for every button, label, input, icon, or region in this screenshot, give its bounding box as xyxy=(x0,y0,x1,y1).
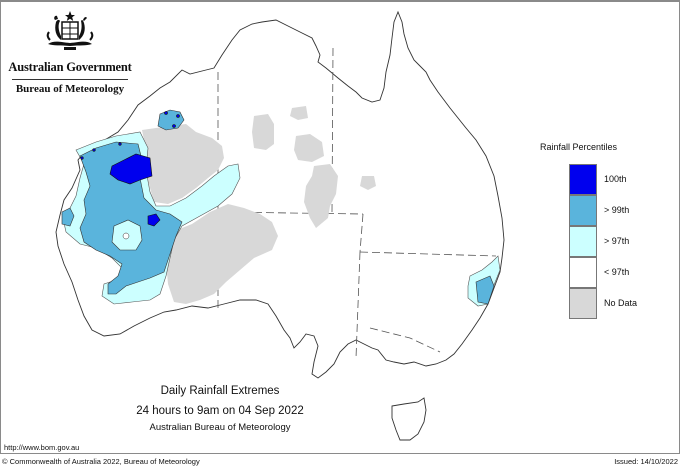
legend-label-97th: > 97th xyxy=(604,236,630,246)
nsw-vic-border xyxy=(369,327,441,353)
bom-website-link[interactable]: http://www.bom.gov.au xyxy=(4,443,80,452)
map-period: 24 hours to 9am on 04 Sep 2022 xyxy=(136,405,304,417)
legend-label-100th: 100th xyxy=(604,174,627,184)
legend-swatch-below-97th xyxy=(569,257,597,288)
legend-label-99th: > 99th xyxy=(604,205,630,215)
percentile-99-regions xyxy=(61,109,495,305)
qld-nsw-border xyxy=(359,251,497,257)
legend-swatch-no-data xyxy=(569,288,597,319)
sa-vic-nsw-border xyxy=(355,251,361,359)
copyright-notice: © Commonwealth of Australia 2022, Bureau… xyxy=(2,457,200,466)
map-title: Daily Rainfall Extremes xyxy=(160,385,280,397)
legend-swatch-99th xyxy=(569,195,597,226)
coat-of-arms-icon xyxy=(46,11,94,50)
mainland-coastline xyxy=(55,10,505,379)
legend-label-below-97th: < 97th xyxy=(604,267,630,277)
bureau-title: Bureau of Meteorology xyxy=(15,83,125,95)
government-title: Australian Government xyxy=(8,60,132,74)
legend-title: Rainfall Percentiles xyxy=(540,142,618,152)
issued-date: Issued: 14/10/2022 xyxy=(614,457,678,466)
qld-sa-border xyxy=(359,213,364,253)
tasmania-coastline xyxy=(391,397,427,441)
legend-label-no-data: No Data xyxy=(604,298,638,308)
map-source: Australian Bureau of Meteorology xyxy=(149,422,291,433)
divider xyxy=(12,79,128,80)
government-logo: Australian Government Bureau of Meteorol… xyxy=(8,10,132,95)
australia-rainfall-map xyxy=(55,10,505,441)
legend-swatch-97th xyxy=(569,226,597,257)
no-data-regions xyxy=(142,106,376,304)
legend-swatch-100th xyxy=(569,164,597,195)
percentile-100-regions xyxy=(80,111,180,227)
